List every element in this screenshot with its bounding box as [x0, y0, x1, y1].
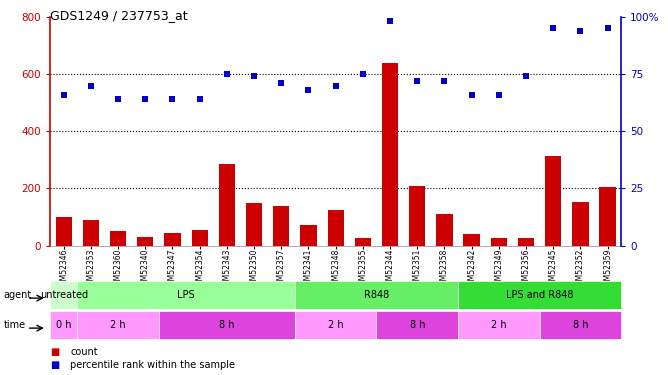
Bar [491, 238, 507, 246]
Point [330, 82, 341, 88]
Text: ■: ■ [50, 347, 59, 357]
Text: 2 h: 2 h [110, 320, 126, 330]
Text: 8 h: 8 h [219, 320, 234, 330]
Point [385, 18, 395, 24]
Point [412, 78, 423, 84]
Text: LPS and R848: LPS and R848 [506, 290, 573, 300]
Bar [382, 63, 398, 246]
Bar [164, 233, 180, 246]
Bar [301, 225, 317, 246]
Text: 8 h: 8 h [409, 320, 425, 330]
Bar [518, 238, 534, 246]
Point [194, 96, 205, 102]
Bar [218, 164, 235, 246]
Point [222, 71, 232, 77]
Bar [355, 238, 371, 246]
Text: agent: agent [3, 290, 31, 300]
Bar [110, 231, 126, 246]
Text: GDS1249 / 237753_at: GDS1249 / 237753_at [50, 9, 188, 22]
Text: 8 h: 8 h [572, 320, 589, 330]
Bar [55, 217, 72, 246]
Bar [327, 210, 344, 246]
Point [140, 96, 151, 102]
Text: count: count [70, 347, 98, 357]
Point [575, 28, 586, 34]
Bar [409, 186, 426, 246]
Point [58, 92, 69, 98]
Text: percentile rank within the sample: percentile rank within the sample [70, 360, 235, 370]
Text: 2 h: 2 h [328, 320, 343, 330]
Point [167, 96, 178, 102]
Bar [545, 156, 561, 246]
Bar [192, 230, 208, 246]
Bar [273, 206, 289, 246]
Text: LPS: LPS [177, 290, 195, 300]
Bar [436, 214, 453, 246]
Point [248, 74, 259, 80]
Text: 0 h: 0 h [56, 320, 71, 330]
Text: R848: R848 [364, 290, 389, 300]
Point [466, 92, 477, 98]
Point [494, 92, 504, 98]
Bar [83, 220, 99, 246]
Bar [464, 234, 480, 246]
Point [521, 74, 532, 80]
Text: time: time [3, 320, 25, 330]
Text: untreated: untreated [39, 290, 88, 300]
Point [86, 82, 96, 88]
Point [303, 87, 314, 93]
Bar [137, 237, 154, 246]
Point [548, 26, 558, 32]
Bar [572, 202, 589, 246]
Point [439, 78, 450, 84]
Point [603, 26, 613, 32]
Bar [599, 187, 616, 246]
Point [276, 80, 287, 86]
Point [357, 71, 368, 77]
Text: 2 h: 2 h [491, 320, 506, 330]
Text: ■: ■ [50, 360, 59, 370]
Bar [246, 203, 263, 246]
Point [113, 96, 124, 102]
